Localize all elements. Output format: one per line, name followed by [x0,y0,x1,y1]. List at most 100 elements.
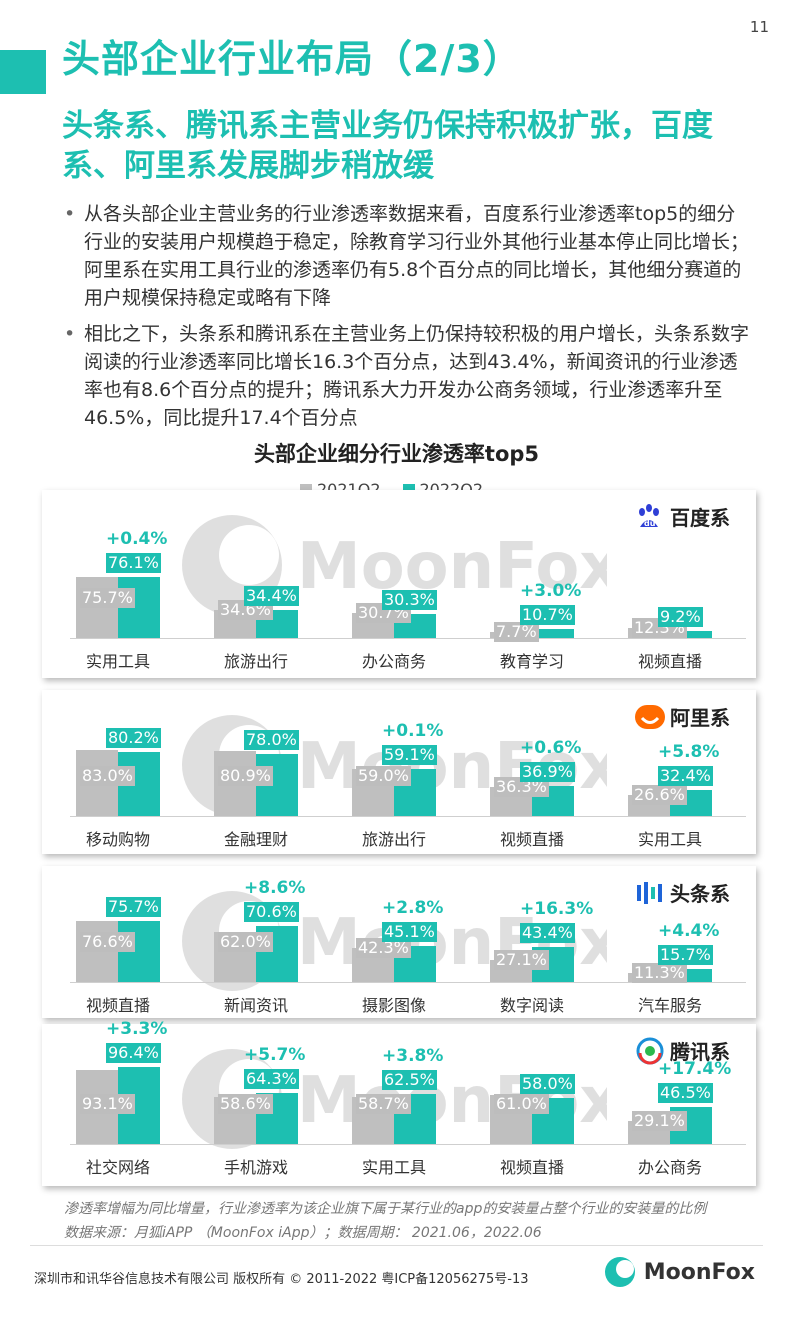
chart-panel-4: MoonFox 腾讯系 93.1% 96.4% +3.3% 社交网络 58.6% 64.3% +… [42,1019,756,1186]
category-label: 实用工具 [361,1158,426,1177]
data-label-2021q2: 26.6% [632,784,687,805]
footer-divider [30,1245,763,1246]
category-label: 视频直播 [637,652,702,671]
tencent-ring-icon [636,1037,664,1064]
category-label: 数字阅读 [499,996,564,1015]
data-label-2022q2: 70.6% [244,901,299,922]
delta-label: +2.8% [382,897,444,918]
data-label-2021q2: 75.7% [80,588,135,608]
category-label: 教育学习 [499,652,564,671]
page-subtitle: 头条系、腾讯系主营业务仍保持积极扩张，百度系、阿里系发展脚步稍放缓 [62,108,713,184]
baidu-paw-icon: du [639,503,659,528]
page-number: 11 [749,18,769,36]
delta-label: +5.7% [244,1044,306,1065]
data-label-2021q2: 93.1% [80,1094,135,1114]
moonfox-logo-icon [604,1257,635,1287]
note-definition: 渗透率增幅为同比增量，行业渗透率为该企业旗下属于某行业的app的安装量占整个行业… [64,1201,707,1217]
chart-panel-2: MoonFox 阿里系 83.0% 80.2% 移动购物 80.9% 78.0% 金融理财 59… [42,690,756,854]
bullet-item-1: 从各头部企业主营业务的行业渗透率数据来看，百度系行业渗透率top5的细分行业的安… [62,200,752,312]
delta-label: +5.8% [658,742,720,763]
data-label-2021q2: 11.3% [632,962,687,983]
data-label-2022q2: 10.7% [520,605,575,626]
category-label: 旅游出行 [223,652,288,671]
brand-label: du 百度系 [634,502,730,531]
category-label: 旅游出行 [361,830,426,849]
chart-panel-1: MoonFox du 百度系 75.7% 76.1% +0.4% 实用工具 34.6% 34.4… [42,490,756,678]
bar-2022q2 [532,629,574,638]
data-label-2021q2: 7.7% [494,621,539,642]
category-label: 移动购物 [85,830,150,849]
category-label: 办公商务 [637,1158,702,1177]
data-label-2022q2: 36.9% [520,762,575,783]
category-label: 摄影图像 [361,996,426,1015]
brand-label: 腾讯系 [634,1036,730,1065]
delta-label: +3.3% [106,1018,168,1039]
brand-name: 百度系 [670,506,730,530]
data-label-2022q2: 9.2% [658,606,703,627]
chart-baseline [70,816,746,817]
data-label-2022q2: 64.3% [244,1068,299,1089]
brand-label: 头条系 [634,878,730,907]
category-label: 视频直播 [499,830,564,849]
data-label-2022q2: 45.1% [382,921,437,942]
data-label-2021q2: 58.7% [356,1094,411,1114]
data-label-2022q2: 59.1% [382,744,437,765]
data-label-2022q2: 43.4% [520,923,575,944]
data-label-2021q2: 59.0% [356,766,411,786]
delta-label: +3.0% [520,581,582,602]
delta-label: +8.6% [244,877,306,898]
category-label: 汽车服务 [637,996,702,1015]
data-label-2022q2: 15.7% [658,945,713,966]
delta-label: +16.3% [520,899,594,920]
data-label-2022q2: 58.0% [520,1073,575,1094]
delta-label: +0.6% [520,738,582,759]
data-label-2021q2: 80.9% [218,766,273,786]
category-label: 实用工具 [637,830,702,849]
delta-label: +17.4% [658,1058,732,1079]
data-label-2021q2: 76.6% [80,932,135,952]
data-label-2022q2: 32.4% [658,766,713,787]
bar-2022q2 [670,630,712,638]
page-title: 头部企业行业布局（2/3） [62,37,522,81]
note-source: 数据来源：月狐iAPP （MoonFox iApp）；数据周期： 2021.06… [64,1225,542,1241]
delta-label: +0.1% [382,720,444,741]
data-label-2022q2: 62.5% [382,1070,437,1090]
chart-baseline [70,1144,746,1145]
data-label-2021q2: 58.6% [218,1094,273,1114]
category-label: 金融理财 [223,830,288,849]
data-label-2021q2: 29.1% [632,1110,687,1131]
brand-label: 阿里系 [634,702,730,731]
category-label: 手机游戏 [223,1158,288,1177]
title-accent-bar [0,50,46,94]
bullet-list: 从各头部企业主营业务的行业渗透率数据来看，百度系行业渗透率top5的细分行业的安… [62,200,752,440]
delta-label: +3.8% [382,1046,444,1066]
data-label-2022q2: 75.7% [106,897,161,918]
data-label-2022q2: 34.4% [244,586,299,607]
bullet-item-2: 相比之下，头条系和腾讯系在主营业务上仍保持较积极的用户增长，头条系数字阅读的行业… [62,320,752,432]
data-label-2022q2: 78.0% [244,729,299,750]
footer-logo-text: MoonFox [643,1259,755,1285]
brand-name: 头条系 [670,882,730,906]
chart-baseline [70,982,746,983]
data-label-2022q2: 96.4% [106,1042,161,1063]
data-label-2021q2: 42.3% [356,938,411,959]
data-label-2022q2: 80.2% [106,727,161,748]
category-label: 视频直播 [85,996,150,1015]
data-label-2021q2: 62.0% [218,932,273,952]
category-label: 实用工具 [85,652,150,671]
brand-name: 腾讯系 [670,1040,730,1064]
data-label-2022q2: 76.1% [106,553,161,574]
chart-panel-3: MoonFox 头条系 76.6% 75.7% 视频直播 62.0% 70.6% +8.6% 新… [42,866,756,1018]
data-label-2021q2: 27.1% [494,950,549,971]
delta-label: +4.4% [658,921,720,942]
chart-title: 头部企业细分行业渗透率top5 [253,442,540,466]
chart-baseline [70,638,746,639]
footer-logo: MoonFox [602,1255,755,1289]
category-label: 社交网络 [85,1158,150,1177]
footer-copyright: 深圳市和讯华谷信息技术有限公司 版权所有 © 2011-2022 粤ICP备12… [34,1272,529,1287]
data-label-2022q2: 46.5% [658,1082,713,1103]
data-label-2022q2: 30.3% [382,589,437,610]
toutiao-bars-icon [637,881,662,904]
data-label-2021q2: 61.0% [494,1094,549,1114]
alibaba-smile-icon [635,704,665,729]
